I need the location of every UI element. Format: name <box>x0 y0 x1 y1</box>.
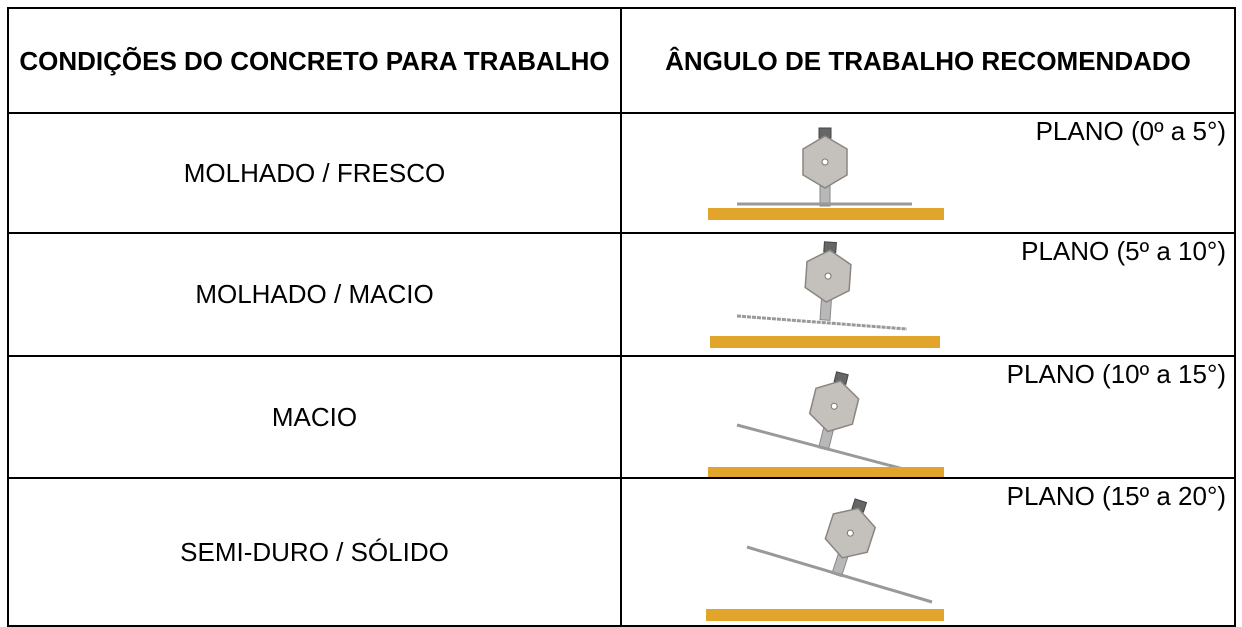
angle-label: PLANO (10º a 15°) <box>1006 359 1226 390</box>
illustration <box>710 239 940 348</box>
header-cell: CONDIÇÕES DO CONCRETO PARA TRABALHO <box>7 7 622 114</box>
condition-cell: MACIO <box>7 355 622 479</box>
condition-cell: MOLHADO / MACIO <box>7 232 622 357</box>
angle-cell: PLANO (15º a 20°) <box>620 477 1236 627</box>
condition-cell: SEMI-DURO / SÓLIDO <box>7 477 622 627</box>
header-cell: ÂNGULO DE TRABALHO RECOMENDADO <box>620 7 1236 114</box>
illustration <box>708 127 944 220</box>
angle-label: PLANO (15º a 20°) <box>1006 481 1226 512</box>
illustration <box>708 367 944 477</box>
angle-cell: PLANO (5º a 10°) <box>620 232 1236 357</box>
angle-cell: PLANO (0º a 5°) <box>620 112 1236 234</box>
angle-cell: PLANO (10º a 15°) <box>620 355 1236 479</box>
angle-label: PLANO (0º a 5°) <box>1035 116 1226 147</box>
illustration <box>706 493 944 621</box>
condition-cell: MOLHADO / FRESCO <box>7 112 622 234</box>
angle-label: PLANO (5º a 10°) <box>1021 236 1226 267</box>
